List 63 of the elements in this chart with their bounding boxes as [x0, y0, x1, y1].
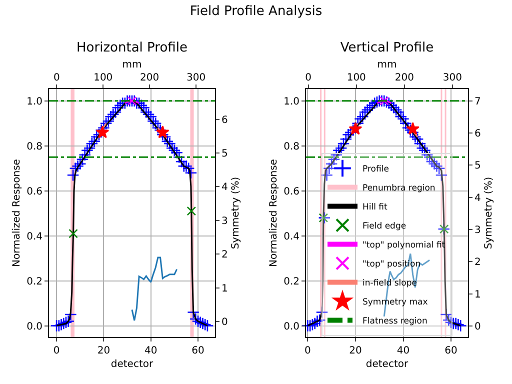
- y-tick-label: 1.0: [26, 96, 42, 108]
- y2-tick-label: 4: [222, 182, 228, 194]
- y-tick-label: 0.4: [284, 231, 300, 242]
- chart-title: Horizontal Profile: [76, 40, 188, 56]
- ref-line-label: Penumbra region: [362, 184, 436, 194]
- x2-tick-label: 100: [94, 72, 113, 84]
- x-tick-label: 60: [192, 346, 204, 356]
- y2-axis-title: Symmetry (%): [230, 176, 242, 250]
- x-tick-label: 20: [97, 346, 110, 356]
- legend-label: Hill fit: [362, 202, 388, 213]
- y-tick-label: 1.0: [284, 96, 300, 108]
- y2-tick-label: 5: [474, 160, 481, 172]
- y-tick-label: 0.6: [284, 186, 300, 198]
- y-tick-label: 0.8: [284, 141, 300, 152]
- y2-tick-label: 3: [222, 216, 228, 227]
- text: Field Profile Analysis: [188, 4, 324, 19]
- y2-tick-label: 7: [474, 96, 481, 108]
- y2-tick-label: 2: [474, 257, 481, 268]
- y2-axis-title: Symmetry (%): [483, 176, 494, 250]
- legend-label: Flatness region: [362, 316, 428, 327]
- y-tick-label: 0.0: [284, 321, 300, 332]
- x2-tick-label: 200: [394, 72, 414, 84]
- x-tick-label: 0: [53, 346, 60, 356]
- x-tick-label: 40: [144, 346, 158, 356]
- x-tick-label: 0: [304, 346, 311, 356]
- chart-title: Vertical Profile: [340, 40, 434, 56]
- y-tick-label: 0.6: [26, 186, 42, 198]
- y2-tick-label: 0: [222, 317, 228, 328]
- y2-tick-label: 6: [222, 114, 228, 126]
- line-series: [131, 256, 178, 322]
- y-tick-label: 0.4: [26, 231, 42, 242]
- y-tick-label: 0.8: [26, 141, 42, 152]
- y-tick-label: 0.2: [284, 276, 300, 288]
- x2-tick-label: 300: [186, 72, 206, 84]
- legend-label: Field edge: [362, 222, 406, 232]
- legend-label: Profile: [362, 164, 389, 175]
- x-tick-label: 60: [444, 346, 458, 356]
- y2-tick-label: 4: [474, 192, 481, 204]
- x2-tick-label: 0: [53, 72, 60, 84]
- x2-tick-label: 300: [442, 72, 462, 84]
- x-tick-label: 20: [349, 346, 362, 356]
- x2-axis-title: mm: [122, 60, 142, 70]
- x2-tick-label: 0: [305, 72, 312, 84]
- point: [186, 206, 196, 216]
- point: [318, 213, 328, 222]
- y2-tick-label: 5: [222, 148, 228, 160]
- x-tick-label: 40: [396, 346, 410, 356]
- x2-tick-label: 100: [346, 72, 366, 84]
- x2-axis-title: mm: [377, 60, 397, 70]
- y-axis-title: Normalized Response: [268, 159, 280, 267]
- x-axis-title: detector: [366, 359, 409, 370]
- y2-tick-label: 0: [474, 322, 481, 333]
- x-axis-title: detector: [110, 359, 154, 370]
- y2-tick-label: 3: [474, 225, 481, 236]
- x2-tick-label: 200: [140, 72, 160, 84]
- y2-tick-label: 6: [474, 128, 481, 140]
- point: [68, 228, 78, 238]
- y2-tick-label: 1: [222, 283, 228, 294]
- y-axis-title: Normalized Response: [12, 159, 23, 267]
- y2-tick-label: 2: [222, 250, 228, 261]
- y-tick-label: 0.0: [26, 321, 42, 332]
- y2-tick-label: 1: [474, 289, 481, 300]
- y-tick-label: 0.2: [26, 276, 42, 288]
